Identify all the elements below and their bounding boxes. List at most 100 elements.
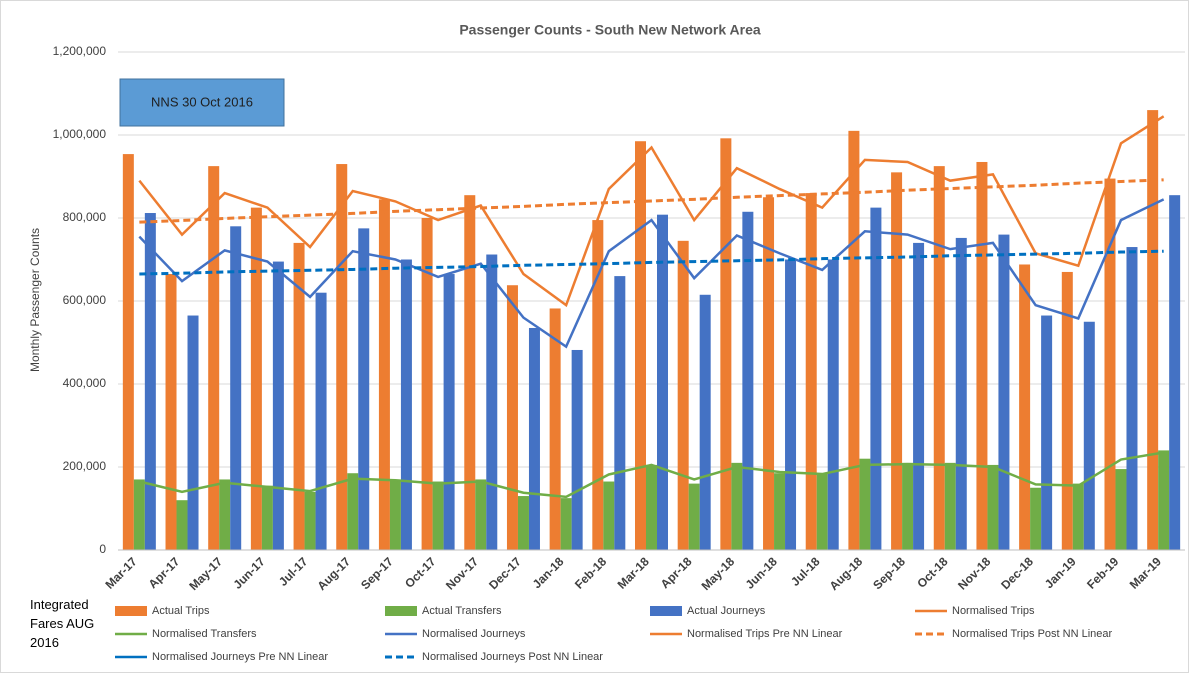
- bar: [432, 481, 444, 550]
- bar: [816, 473, 828, 550]
- legend-swatch: [385, 606, 417, 616]
- legend-swatch: [115, 606, 147, 616]
- bar: [1019, 264, 1031, 550]
- legend-label: Normalised Journeys Post NN Linear: [422, 651, 603, 663]
- note-box: Integrated Fares AUG 2016: [30, 597, 95, 650]
- bar: [549, 308, 561, 550]
- bar: [421, 218, 433, 550]
- bar: [1083, 321, 1095, 550]
- bar: [976, 161, 988, 550]
- bar: [1158, 450, 1170, 550]
- bar: [1126, 247, 1138, 551]
- y-tick-label: 200,000: [63, 459, 107, 473]
- bar: [1115, 469, 1127, 550]
- legend-label: Normalised Transfers: [152, 628, 257, 640]
- bar: [603, 481, 615, 550]
- bar: [571, 349, 583, 550]
- bar: [358, 228, 370, 550]
- bar: [528, 327, 540, 550]
- bar: [230, 226, 242, 551]
- bar: [859, 458, 871, 550]
- bar: [517, 496, 529, 550]
- bar: [848, 130, 860, 550]
- line: [138, 198, 1165, 349]
- bar: [731, 462, 743, 550]
- bar: [475, 479, 487, 550]
- bar: [902, 462, 914, 550]
- bar: [998, 234, 1010, 550]
- bar: [122, 154, 134, 550]
- bar: [261, 485, 273, 550]
- legend-label: Actual Trips: [152, 605, 210, 617]
- bar: [699, 294, 711, 550]
- bar: [987, 464, 999, 550]
- y-axis-title: Monthly Passenger Counts: [28, 228, 42, 372]
- bar: [486, 254, 498, 550]
- bar: [614, 276, 626, 550]
- bar: [443, 274, 455, 550]
- bar: [1072, 483, 1084, 550]
- bar: [870, 207, 882, 550]
- line: [138, 115, 1165, 308]
- bar: [506, 285, 518, 550]
- y-tick-label: 1,000,000: [53, 127, 107, 141]
- note: Integrated Fares AUG 2016: [30, 597, 95, 650]
- y-tick-label: 800,000: [63, 210, 107, 224]
- legend-label: Normalised Journeys: [422, 628, 526, 640]
- bar: [891, 172, 903, 550]
- bar: [805, 193, 817, 550]
- bar: [1104, 178, 1116, 550]
- legend-swatch: [650, 606, 682, 616]
- bar: [389, 479, 401, 550]
- line: [139, 178, 1164, 224]
- bar: [378, 199, 390, 550]
- bar: [657, 214, 668, 550]
- line: [139, 249, 1164, 276]
- bar: [933, 166, 945, 550]
- bar: [785, 259, 797, 550]
- bar: [219, 479, 231, 550]
- bar: [635, 141, 646, 550]
- annotation: NNS 30 Oct 2016: [151, 94, 253, 109]
- legend-label: Actual Journeys: [687, 605, 766, 617]
- bar: [293, 242, 305, 550]
- bar: [955, 237, 967, 551]
- line: [139, 451, 1164, 499]
- bar: [913, 242, 925, 550]
- bar: [742, 211, 754, 550]
- bar: [944, 462, 956, 550]
- bar: [176, 500, 188, 550]
- legend-label: Normalised Trips Post NN Linear: [952, 628, 1113, 640]
- bar: [1061, 271, 1073, 550]
- y-tick-label: 0: [99, 542, 106, 556]
- y-tick-label: 400,000: [63, 376, 107, 390]
- chart-title: Passenger Counts - South New Network Are…: [459, 22, 761, 38]
- bar: [688, 483, 700, 550]
- bar: [304, 491, 316, 550]
- bar: [560, 498, 572, 550]
- legend-label: Normalised Journeys Pre NN Linear: [152, 651, 328, 663]
- legend-label: Normalised Trips Pre NN Linear: [687, 628, 843, 640]
- bar: [208, 166, 220, 550]
- bar: [250, 207, 262, 550]
- bar: [464, 195, 476, 551]
- legend-label: Actual Transfers: [422, 605, 502, 617]
- bar: [827, 259, 839, 550]
- bar: [336, 164, 348, 551]
- bar: [165, 274, 177, 550]
- bar: [272, 261, 284, 550]
- bar: [347, 473, 359, 550]
- bar: [144, 213, 156, 550]
- bar: [400, 259, 412, 550]
- bar: [592, 220, 604, 550]
- bar: [677, 240, 689, 550]
- bar: [1147, 110, 1159, 550]
- bar: [646, 464, 657, 550]
- bar: [1169, 195, 1181, 551]
- bar: [1030, 487, 1042, 550]
- bar: [720, 138, 732, 550]
- bar: [187, 315, 199, 550]
- bar: [133, 479, 145, 550]
- bar: [315, 292, 327, 550]
